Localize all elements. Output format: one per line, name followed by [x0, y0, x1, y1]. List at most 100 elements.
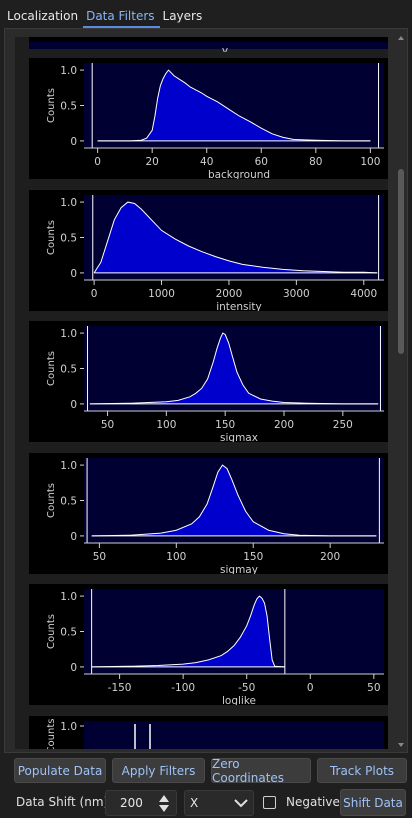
ytick-label: 0: [70, 399, 77, 411]
xtick-label: 150: [215, 419, 235, 431]
histogram-card-sigmay[interactable]: 0 0.5 1.0 Counts 50 100 150 200 sigmay: [29, 453, 388, 574]
negative-label: Negative: [286, 795, 340, 809]
xtick-label: -50: [238, 682, 255, 694]
xtick-label: 150: [243, 551, 263, 563]
tab-layers[interactable]: Layers: [162, 9, 203, 23]
histogram-card-loglike[interactable]: 0 0.5 1.0 Counts -150 -100 -50 0 50 loglike: [29, 584, 388, 705]
ytick-label: 0.5: [60, 364, 77, 376]
ytick-label: 0.5: [60, 101, 77, 113]
data-shift-value[interactable]: 200: [120, 796, 143, 810]
ytick-label: 0: [70, 662, 77, 674]
histogram-card-intensity[interactable]: 0 0.5 1.0 Counts 0 1000 2000 3000 4000 intensity: [29, 190, 388, 311]
xtick-label: 250: [333, 419, 353, 431]
xtick-label: -150: [108, 682, 132, 694]
ylabel: Counts: [46, 220, 57, 255]
histogram-outline: [97, 69, 371, 142]
ytick-label: 1.0: [60, 721, 77, 733]
xtick-label: 50: [93, 551, 106, 563]
scrollbar-thumb[interactable]: [398, 169, 404, 354]
histogram-card-background[interactable]: 0 0.5 1.0 Counts 0 20 40 60 80 100 background: [29, 58, 388, 179]
xtick-label: 80: [309, 156, 322, 168]
xtick-label: 0: [94, 156, 101, 168]
data-shift-spinbox[interactable]: 200: [105, 790, 177, 816]
data-shift-label: Data Shift (nm): [16, 795, 109, 809]
data-filters-panel: y 0 0.5 1.0 Counts 0 20 40 60 80 100 background 0 0.…: [4, 28, 408, 753]
shift-axis-select[interactable]: X: [184, 790, 254, 816]
xlabel: intensity: [216, 301, 262, 311]
tab-data-filters[interactable]: Data Filters: [83, 9, 160, 28]
zero-coordinates-button[interactable]: Zero Coordinates: [211, 757, 311, 785]
xtick-label: -100: [171, 682, 195, 694]
negative-checkbox[interactable]: [263, 796, 276, 809]
ytick-label: 0.5: [60, 496, 77, 508]
xlabel: loglike: [222, 695, 256, 705]
ytick-label: 1.0: [60, 197, 77, 209]
histogram-outline: [93, 201, 378, 274]
histogram-card-sigmax[interactable]: 0 0.5 1.0 Counts 50 100 150 200 250 sigmax: [29, 321, 388, 442]
histogram-card-extra[interactable]: 1.0 Counts: [29, 716, 388, 749]
populate-data-button[interactable]: Populate Data: [14, 758, 106, 783]
chevron-down-icon: [234, 799, 248, 808]
ytick-label: 0.5: [60, 627, 77, 639]
plots-scroll-area[interactable]: y 0 0.5 1.0 Counts 0 20 40 60 80 100 background 0 0.…: [15, 37, 388, 749]
xlabel: background: [208, 169, 270, 179]
ylabel: Counts: [46, 614, 57, 649]
xlabel: sigmay: [220, 564, 258, 574]
xtick-label: 60: [255, 156, 268, 168]
ytick-label: 0: [70, 268, 77, 280]
apply-filters-button[interactable]: Apply Filters: [112, 758, 205, 783]
ytick-label: 1.0: [60, 460, 77, 472]
xtick-label: 100: [156, 419, 176, 431]
xtick-label: 50: [367, 682, 380, 694]
xtick-label: 200: [274, 419, 294, 431]
histogram-area: [89, 333, 379, 404]
xtick-label: 4000: [350, 288, 377, 300]
ytick-label: 0: [70, 531, 77, 543]
tab-bar: Localization Data Filters Layers: [0, 0, 412, 28]
action-button-row: Populate Data Apply Filters Zero Coordin…: [0, 757, 412, 785]
scroll-down-arrow-icon[interactable]: [397, 741, 405, 749]
histogram-area: [97, 70, 371, 141]
xtick-label: 1000: [148, 288, 175, 300]
spin-up-icon[interactable]: [159, 795, 169, 803]
xtick-label: 0: [307, 682, 314, 694]
ylabel: Counts: [46, 719, 57, 749]
xtick-label: 0: [91, 288, 98, 300]
ytick-label: 1.0: [60, 328, 77, 340]
ytick-label: 1.0: [60, 591, 77, 603]
xtick-label: 2000: [216, 288, 243, 300]
track-plots-button[interactable]: Track Plots: [317, 758, 407, 783]
shift-data-button[interactable]: Shift Data: [340, 789, 406, 816]
histogram-outline: [91, 595, 285, 668]
spin-down-icon[interactable]: [159, 805, 169, 813]
xtick-label: 50: [101, 419, 114, 431]
data-shift-row: Data Shift (nm) 200 X Negative Shift Dat…: [0, 789, 412, 817]
ytick-label: 0.5: [60, 233, 77, 245]
xtick-label: 100: [360, 156, 380, 168]
xlabel: sigmax: [220, 432, 258, 442]
vertical-scrollbar[interactable]: [397, 34, 405, 749]
xlabel-y: y: [222, 45, 228, 52]
xtick-label: 3000: [283, 288, 310, 300]
histogram-area: [94, 202, 378, 273]
histogram-outline: [91, 464, 377, 537]
xtick-label: 100: [166, 551, 186, 563]
xtick-label: 200: [320, 551, 340, 563]
ylabel: Counts: [46, 88, 57, 123]
plot-area: [84, 721, 384, 749]
histogram-area: [91, 465, 377, 536]
xtick-label: 40: [200, 156, 213, 168]
xtick-label: 20: [145, 156, 158, 168]
ytick-label: 1.0: [60, 65, 77, 77]
scroll-up-arrow-icon[interactable]: [397, 34, 405, 42]
tab-localization[interactable]: Localization: [7, 9, 79, 23]
ytick-label: 0: [70, 136, 77, 148]
histogram-outline: [89, 332, 379, 405]
ylabel: Counts: [46, 483, 57, 518]
